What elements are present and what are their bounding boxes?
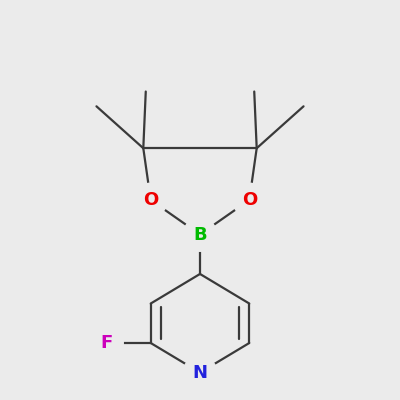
Text: N: N bbox=[192, 364, 208, 382]
Circle shape bbox=[183, 356, 217, 389]
Text: B: B bbox=[193, 226, 207, 244]
Circle shape bbox=[134, 183, 168, 217]
Text: O: O bbox=[242, 191, 257, 209]
Text: F: F bbox=[100, 334, 112, 352]
Circle shape bbox=[232, 183, 266, 217]
Circle shape bbox=[183, 218, 217, 251]
Circle shape bbox=[90, 326, 123, 360]
Circle shape bbox=[90, 326, 123, 360]
Text: O: O bbox=[143, 191, 158, 209]
